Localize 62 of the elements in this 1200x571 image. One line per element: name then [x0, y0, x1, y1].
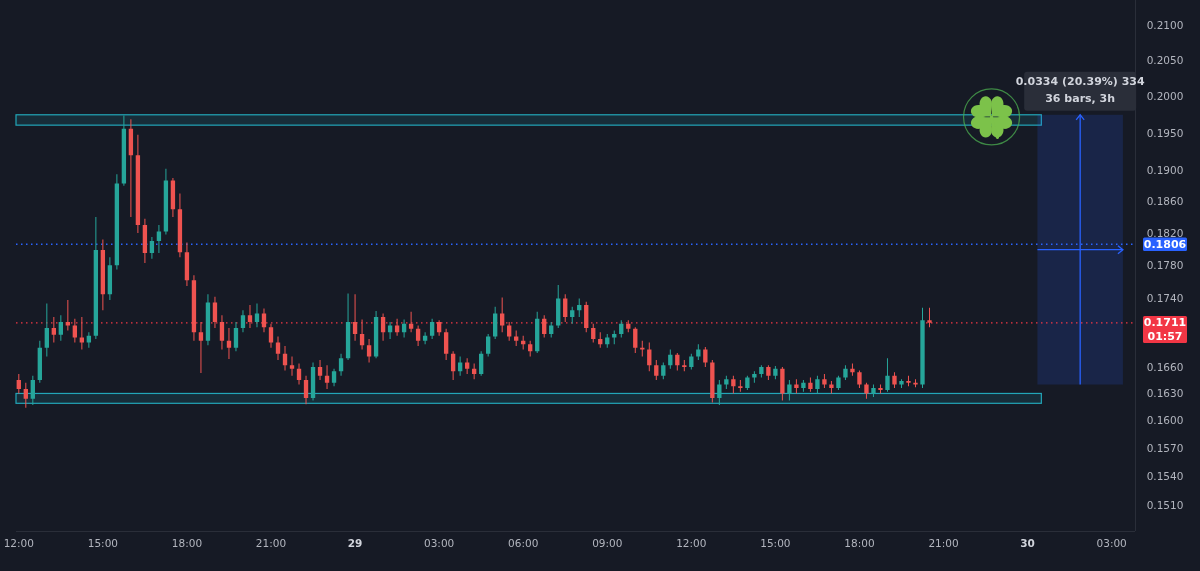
y-tick-label: 0.1630	[1146, 387, 1184, 400]
candlestick	[892, 372, 897, 389]
y-tick-label: 0.2050	[1146, 53, 1184, 66]
candlestick	[857, 370, 862, 389]
x-tick-label: 12:00	[3, 537, 34, 549]
candlestick	[717, 380, 722, 406]
annotation: 0.0334 (20.39%) 334	[1015, 74, 1145, 88]
candlestick	[822, 373, 827, 389]
candlestick	[703, 346, 708, 367]
y-tick-label: 0.1820	[1146, 226, 1184, 239]
x-tick-label: 29	[347, 537, 363, 549]
y-tick-label: 0.1860	[1146, 195, 1184, 208]
candlestick	[738, 380, 743, 392]
candlestick	[808, 377, 813, 392]
candlestick	[773, 366, 778, 380]
y-tick-label: 0.1510	[1146, 498, 1184, 511]
candlestick	[836, 375, 841, 390]
candlestick	[878, 384, 883, 394]
candlestick	[710, 359, 715, 403]
y-tick-label: 0.1950	[1146, 126, 1184, 139]
y-tick-label: 0.2000	[1146, 89, 1184, 102]
x-tick-label: 15:00	[87, 537, 118, 549]
x-tick-label: 09:00	[592, 537, 623, 549]
x-tick-label: 03:00	[423, 537, 455, 549]
candlestick	[885, 358, 890, 392]
y-tick-label: 0.1540	[1146, 470, 1184, 483]
y-tick-label: 0.1740	[1146, 292, 1184, 305]
candlestick	[920, 307, 925, 389]
candlestick	[899, 379, 904, 389]
ref-line-label: 0.1711 01:57	[1143, 316, 1187, 343]
x-tick-label: 03:00	[1096, 537, 1127, 549]
candlestick	[724, 375, 729, 389]
x-tick-label: 21:00	[255, 537, 287, 549]
y-tick-label: 0.1900	[1146, 164, 1184, 177]
candlestick	[780, 366, 785, 401]
candlestick	[696, 344, 701, 360]
candlestick	[766, 365, 771, 381]
candlestick	[745, 375, 750, 390]
candlestick	[906, 375, 911, 387]
y-tick-label: 0.1660	[1146, 360, 1184, 373]
x-tick-label: 18:00	[844, 537, 875, 549]
candlestick	[815, 375, 820, 394]
x-tick-label: 12:00	[676, 537, 707, 549]
candlestick	[913, 379, 918, 388]
x-tick-label: 15:00	[760, 537, 791, 549]
candlestick	[759, 365, 764, 378]
x-tick-label: 30	[1020, 537, 1035, 549]
candlestick	[289, 356, 295, 376]
candlestick	[927, 307, 932, 328]
y-tick-label: 0.1780	[1146, 259, 1184, 272]
y-tick-label: 0.2100	[1146, 18, 1184, 31]
candlestick	[787, 380, 792, 401]
ref-line-label: 0.1806	[1143, 237, 1187, 251]
y-tick-label: 0.1570	[1146, 442, 1184, 455]
y-tick-label: 0.1600	[1146, 414, 1184, 427]
candlestick	[731, 375, 736, 394]
x-tick-label: 06:00	[508, 537, 539, 549]
x-tick-label: 18:00	[171, 537, 203, 549]
band-label: 36 bars, 3h	[1045, 91, 1116, 105]
candlestick	[801, 380, 806, 392]
x-tick-label: 21:00	[928, 537, 959, 549]
candlestick	[79, 316, 85, 350]
